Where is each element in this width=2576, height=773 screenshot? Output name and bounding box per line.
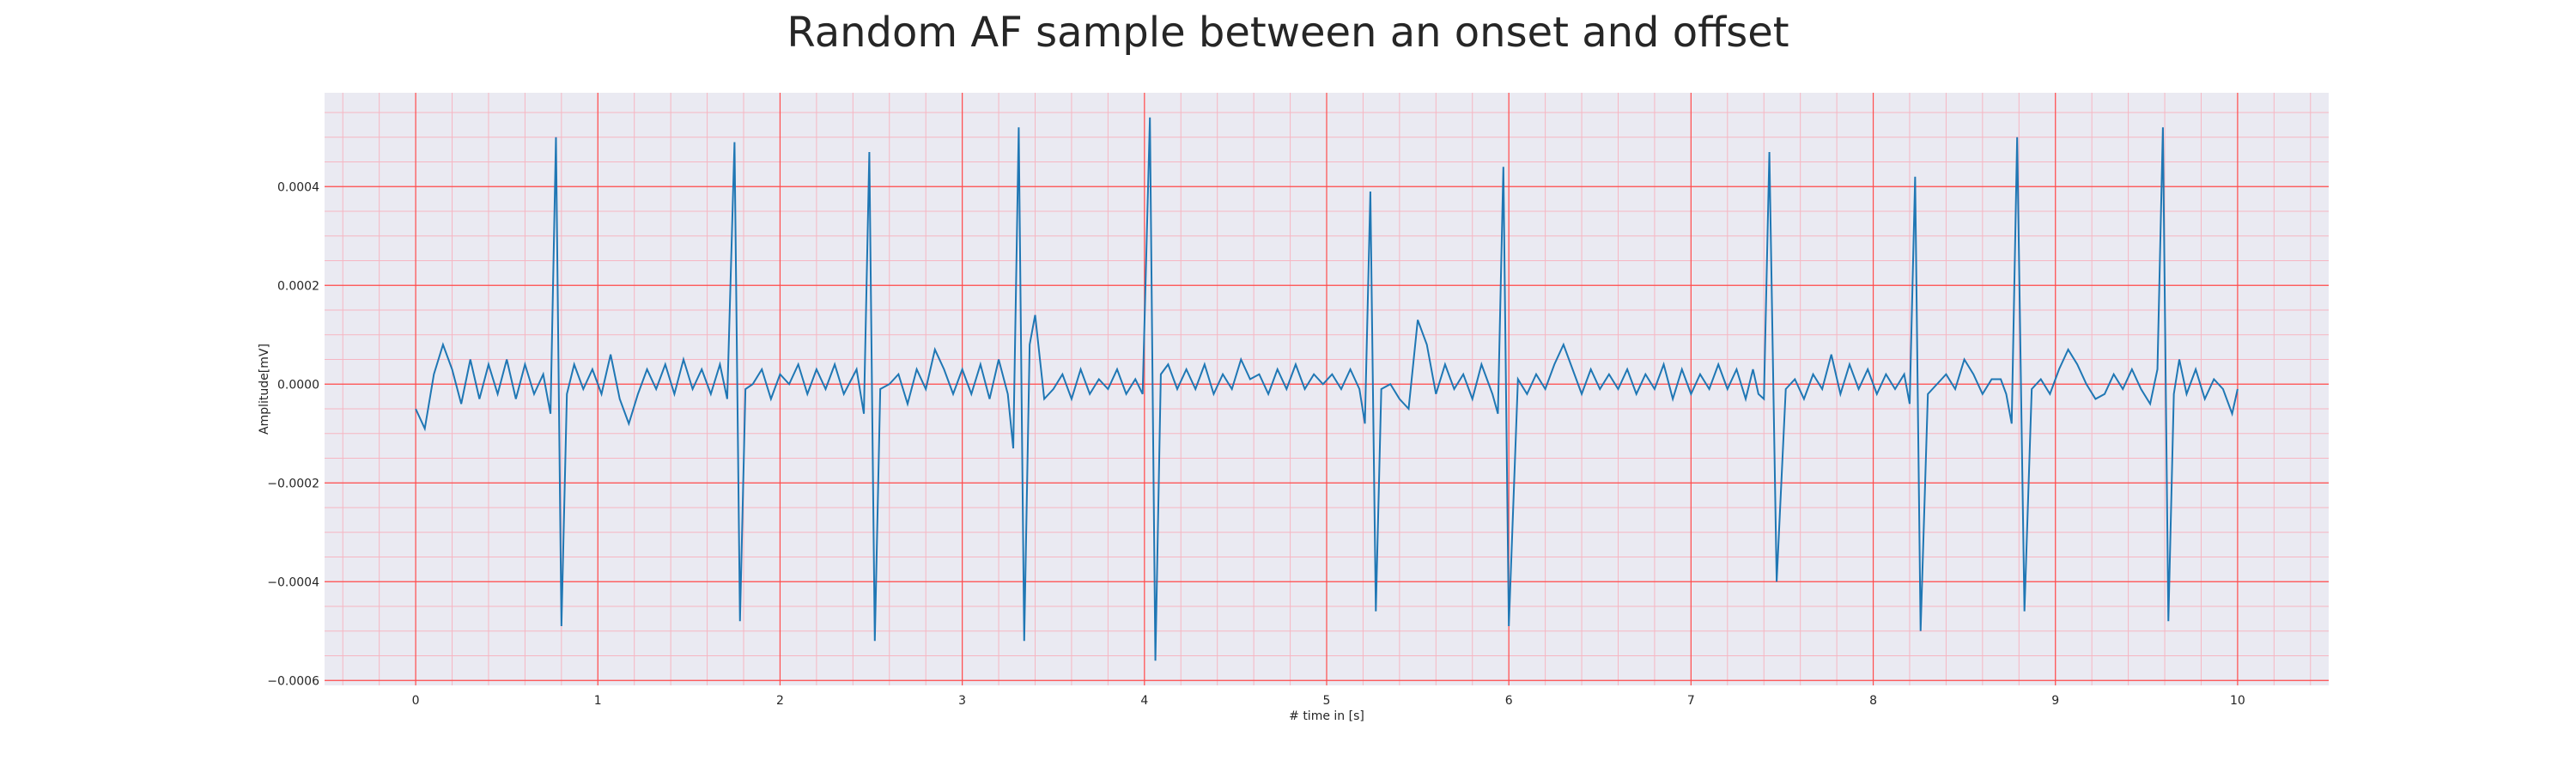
y-tick-label: 0.0000 bbox=[277, 378, 319, 392]
y-tick-label: −0.0002 bbox=[267, 477, 319, 490]
x-axis-ticks: 0 1 2 3 4 5 6 7 8 9 10 bbox=[412, 694, 2245, 708]
x-tick-label: 9 bbox=[2051, 694, 2059, 708]
series-line bbox=[415, 117, 2239, 661]
y-tick-label: −0.0006 bbox=[267, 674, 319, 688]
y-tick-label: 0.0004 bbox=[277, 180, 319, 194]
y-tick-label: 0.0002 bbox=[277, 279, 319, 293]
x-tick-label: 3 bbox=[958, 694, 966, 708]
x-tick-label: 10 bbox=[2230, 694, 2245, 708]
x-tick-label: 7 bbox=[1687, 694, 1695, 708]
chart-title: Random AF sample between an onset and of… bbox=[787, 9, 1789, 57]
x-axis-label: # time in [s] bbox=[1289, 709, 1364, 723]
x-tick-label: 5 bbox=[1323, 694, 1331, 708]
x-tick-label: 2 bbox=[776, 694, 784, 708]
x-tick-label: 1 bbox=[594, 694, 602, 708]
x-tick-label: 8 bbox=[1869, 694, 1877, 708]
y-axis-label: Amplitude[mV] bbox=[258, 344, 271, 435]
x-tick-label: 0 bbox=[412, 694, 420, 708]
x-tick-label: 6 bbox=[1505, 694, 1513, 708]
y-tick-label: −0.0004 bbox=[267, 575, 319, 589]
x-tick-label: 4 bbox=[1140, 694, 1148, 708]
y-axis-ticks: −0.0006 −0.0004 −0.0002 0.0000 0.0002 0.0004 bbox=[267, 180, 319, 688]
